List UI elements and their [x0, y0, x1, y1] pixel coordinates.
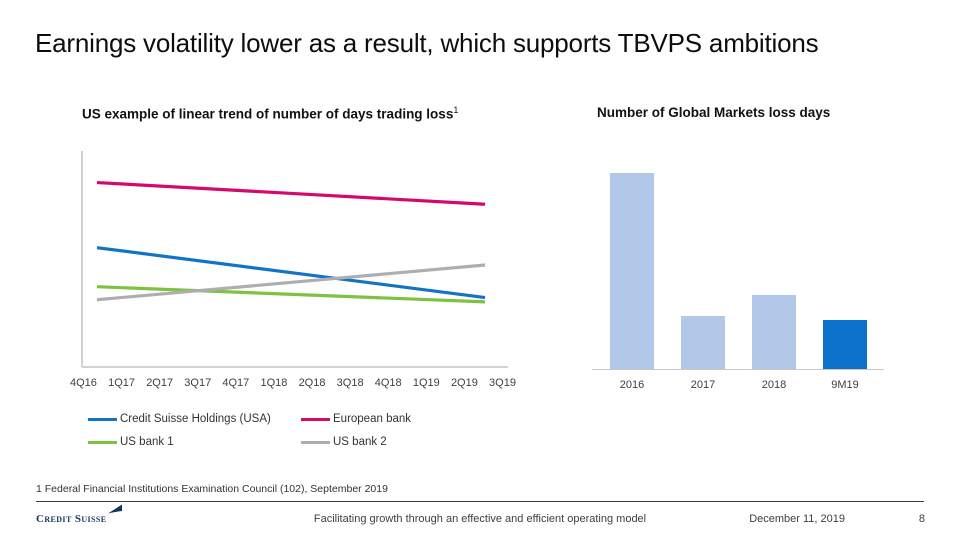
- trend-line-us-bank-2: [96, 263, 486, 302]
- legend-item-us-bank-1: US bank 1: [88, 436, 301, 448]
- bar-chart: [592, 150, 884, 370]
- legend-label: European bank: [333, 413, 412, 425]
- line-chart-title-text: US example of linear trend of number of …: [82, 106, 454, 122]
- bar-chart-title: Number of Global Markets loss days: [597, 105, 831, 120]
- legend-swatch-credit-suisse-holdings-usa: [88, 417, 117, 421]
- footer-tagline: Facilitating growth through an effective…: [313, 513, 647, 525]
- x-tick-3q17: 3Q17: [184, 377, 212, 389]
- footnote: 1 Federal Financial Institutions Examina…: [36, 483, 388, 495]
- page-title: Earnings volatility lower as a result, w…: [35, 28, 819, 58]
- bar-label-2017: 2017: [690, 379, 716, 391]
- x-tick-1q18: 1Q18: [260, 377, 288, 389]
- x-tick-4q18: 4Q18: [374, 377, 402, 389]
- page-number: 8: [918, 513, 925, 525]
- x-tick-2q18: 2Q18: [298, 377, 326, 389]
- x-tick-4q16: 4Q16: [70, 377, 97, 389]
- x-tick-3q19: 3Q19: [489, 377, 516, 389]
- trend-line-european-bank: [96, 180, 486, 206]
- legend-item-credit-suisse-holdings-usa: Credit Suisse Holdings (USA): [88, 413, 301, 425]
- legend-item-us-bank-2: US bank 2: [301, 436, 411, 448]
- bar-2016: [610, 173, 654, 369]
- x-tick-4q17: 4Q17: [222, 377, 250, 389]
- x-tick-2q17: 2Q17: [146, 377, 174, 389]
- legend-swatch-us-bank-2: [301, 440, 330, 444]
- trend-line-us-bank-1: [96, 285, 486, 304]
- line-chart-x-axis-labels: 4Q16 1Q17 2Q17 3Q17 4Q17 1Q18 2Q18 3Q18 4Q18 1Q19…: [60, 377, 530, 389]
- sail-icon: [108, 504, 122, 514]
- bar-label-9m19: 9M19: [831, 379, 859, 391]
- legend-swatch-european-bank: [301, 417, 330, 421]
- trend-line-credit-suisse-holdings-usa: [96, 246, 486, 300]
- legend-label: US bank 1: [120, 436, 174, 448]
- x-tick-3q18: 3Q18: [336, 377, 364, 389]
- legend-swatch-us-bank-1: [88, 440, 117, 444]
- line-chart-title: US example of linear trend of number of …: [82, 105, 458, 122]
- credit-suisse-logo: Credit Suisse: [36, 504, 122, 527]
- x-tick-1q17: 1Q17: [108, 377, 136, 389]
- bar-chart-x-axis-labels: 2016 2017 2018 9M19: [592, 379, 884, 391]
- bar-2018: [752, 295, 796, 369]
- footer-date: December 11, 2019: [749, 513, 845, 525]
- legend-label: US bank 2: [333, 436, 387, 448]
- footer-divider: [36, 501, 924, 502]
- line-chart-legend: Credit Suisse Holdings (USA) European ban…: [88, 413, 411, 448]
- bar-label-2016: 2016: [619, 379, 645, 391]
- bar-label-2018: 2018: [761, 379, 787, 391]
- line-chart: [81, 151, 508, 368]
- logo-wordmark: Credit Suisse: [36, 513, 107, 525]
- x-tick-2q19: 2Q19: [450, 377, 478, 389]
- legend-label: Credit Suisse Holdings (USA): [120, 413, 271, 425]
- x-tick-1q19: 1Q19: [412, 377, 440, 389]
- legend-item-european-bank: European bank: [301, 413, 411, 425]
- bar-9m19: [823, 320, 867, 369]
- bar-2017: [681, 316, 725, 369]
- footnote-marker: 1: [453, 105, 459, 115]
